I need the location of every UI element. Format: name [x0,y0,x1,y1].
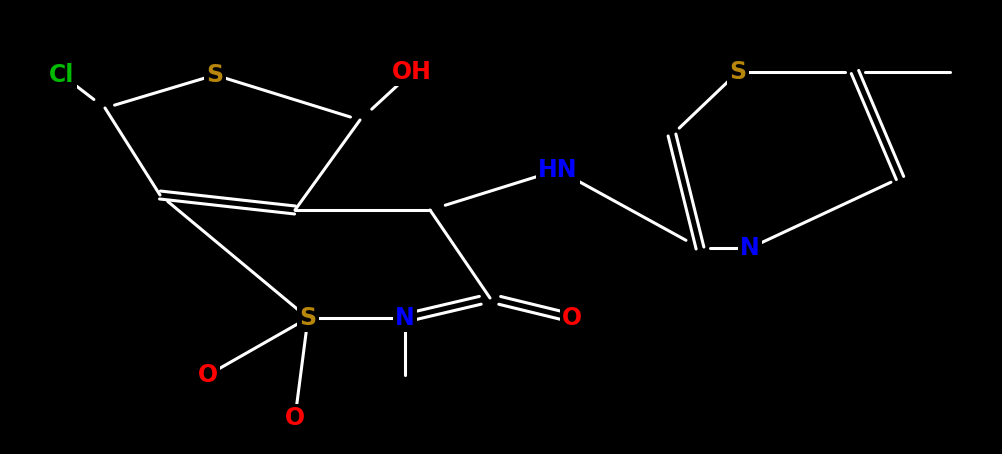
Text: OH: OH [392,60,432,84]
Text: S: S [300,306,317,330]
Text: O: O [198,363,218,387]
Text: Cl: Cl [49,63,75,87]
Text: N: N [740,236,760,260]
Text: S: S [729,60,746,84]
Text: HN: HN [538,158,578,182]
Text: O: O [285,406,305,430]
Text: O: O [562,306,582,330]
Text: S: S [206,63,223,87]
Text: N: N [395,306,415,330]
